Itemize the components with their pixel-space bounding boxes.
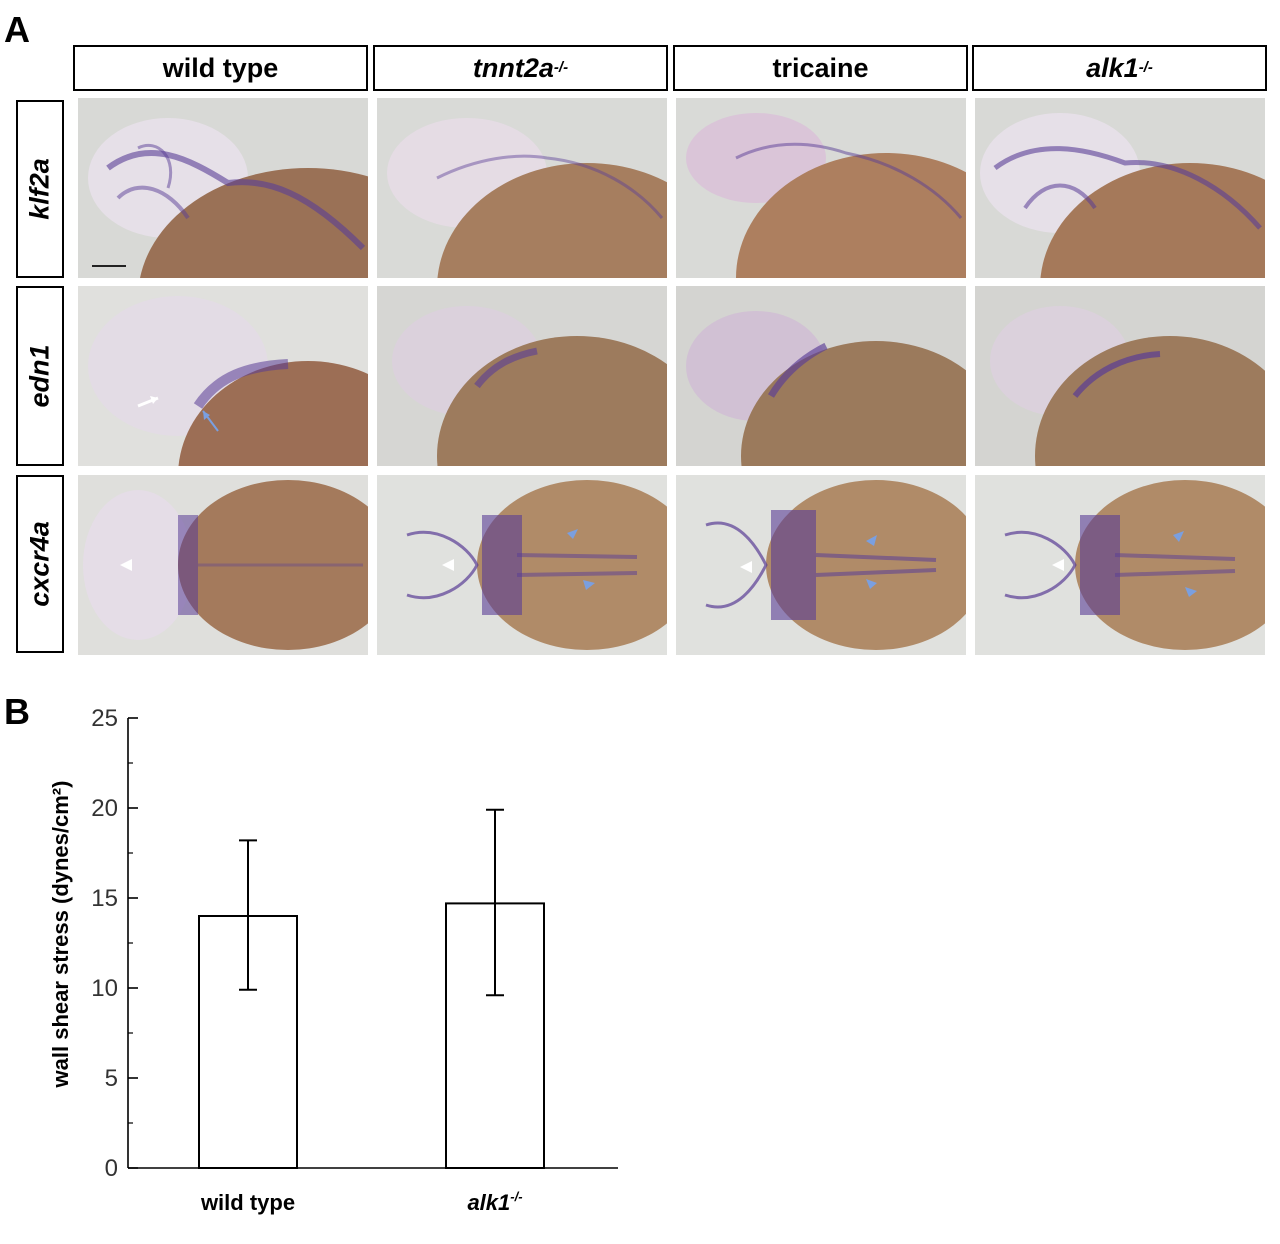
y-tick-label: 0 <box>105 1155 118 1182</box>
row-label: klf2a <box>24 158 55 220</box>
panel-a-letter: A <box>4 9 30 50</box>
row-label: cxcr4a <box>24 521 55 607</box>
embryo-image-edn1-tricaine <box>676 286 966 466</box>
y-tick-label: 10 <box>91 975 118 1002</box>
embryo-image-klf2a-tricaine <box>676 98 966 278</box>
embryo-image-cxcr4a-wild-type <box>78 475 368 655</box>
x-tick-label-wild-type: wild type <box>200 1190 295 1215</box>
x-tick-label-text: alk1 <box>467 1190 510 1215</box>
x-tick-label-text: wild type <box>200 1190 295 1215</box>
embryo-image-edn1-alk1 <box>975 286 1265 466</box>
column-header-tricaine: tricaine <box>673 45 968 91</box>
y-tick-label: 15 <box>91 885 118 912</box>
row-label: edn1 <box>24 344 55 408</box>
column-header-wild-type: wild type <box>73 45 368 91</box>
embryo-image-cxcr4a-alk1 <box>975 475 1265 655</box>
x-tick-label-superscript: -/- <box>510 1189 522 1204</box>
row-header-cxcr4a: cxcr4a <box>16 475 64 653</box>
embryo-image-klf2a-alk1 <box>975 98 1265 278</box>
panel-b-letter: B <box>4 691 30 732</box>
embryo-image-edn1-tnnt2a <box>377 286 667 466</box>
column-label: alk1 <box>1086 52 1139 83</box>
embryo-image-cxcr4a-tnnt2a <box>377 475 667 655</box>
column-header-alk1: alk1 -/- <box>972 45 1267 91</box>
y-axis-label: wall shear stress (dynes/cm²) <box>48 781 73 1089</box>
row-header-klf2a: klf2a <box>16 100 64 278</box>
embryo-image-edn1-wild-type <box>78 286 368 466</box>
column-header-tnnt2a: tnnt2a -/- <box>373 45 668 91</box>
column-label: tricaine <box>772 52 869 83</box>
y-tick-label: 5 <box>105 1065 118 1092</box>
column-label: wild type <box>162 52 279 83</box>
x-tick-label-alk1: alk1-/- <box>467 1189 522 1215</box>
embryo-image-cxcr4a-tricaine <box>676 475 966 655</box>
embryo-image-klf2a-wild-type <box>78 98 368 278</box>
y-tick-label: 25 <box>91 705 118 732</box>
column-label: tnnt2a <box>472 52 554 83</box>
row-header-edn1: edn1 <box>16 286 64 466</box>
embryo-image-klf2a-tnnt2a <box>377 98 667 278</box>
wall-shear-stress-chart: 0 5 10 15 20 25 wall shear stress (dynes/cm²)… <box>48 705 618 1215</box>
y-tick-label: 20 <box>91 795 118 822</box>
